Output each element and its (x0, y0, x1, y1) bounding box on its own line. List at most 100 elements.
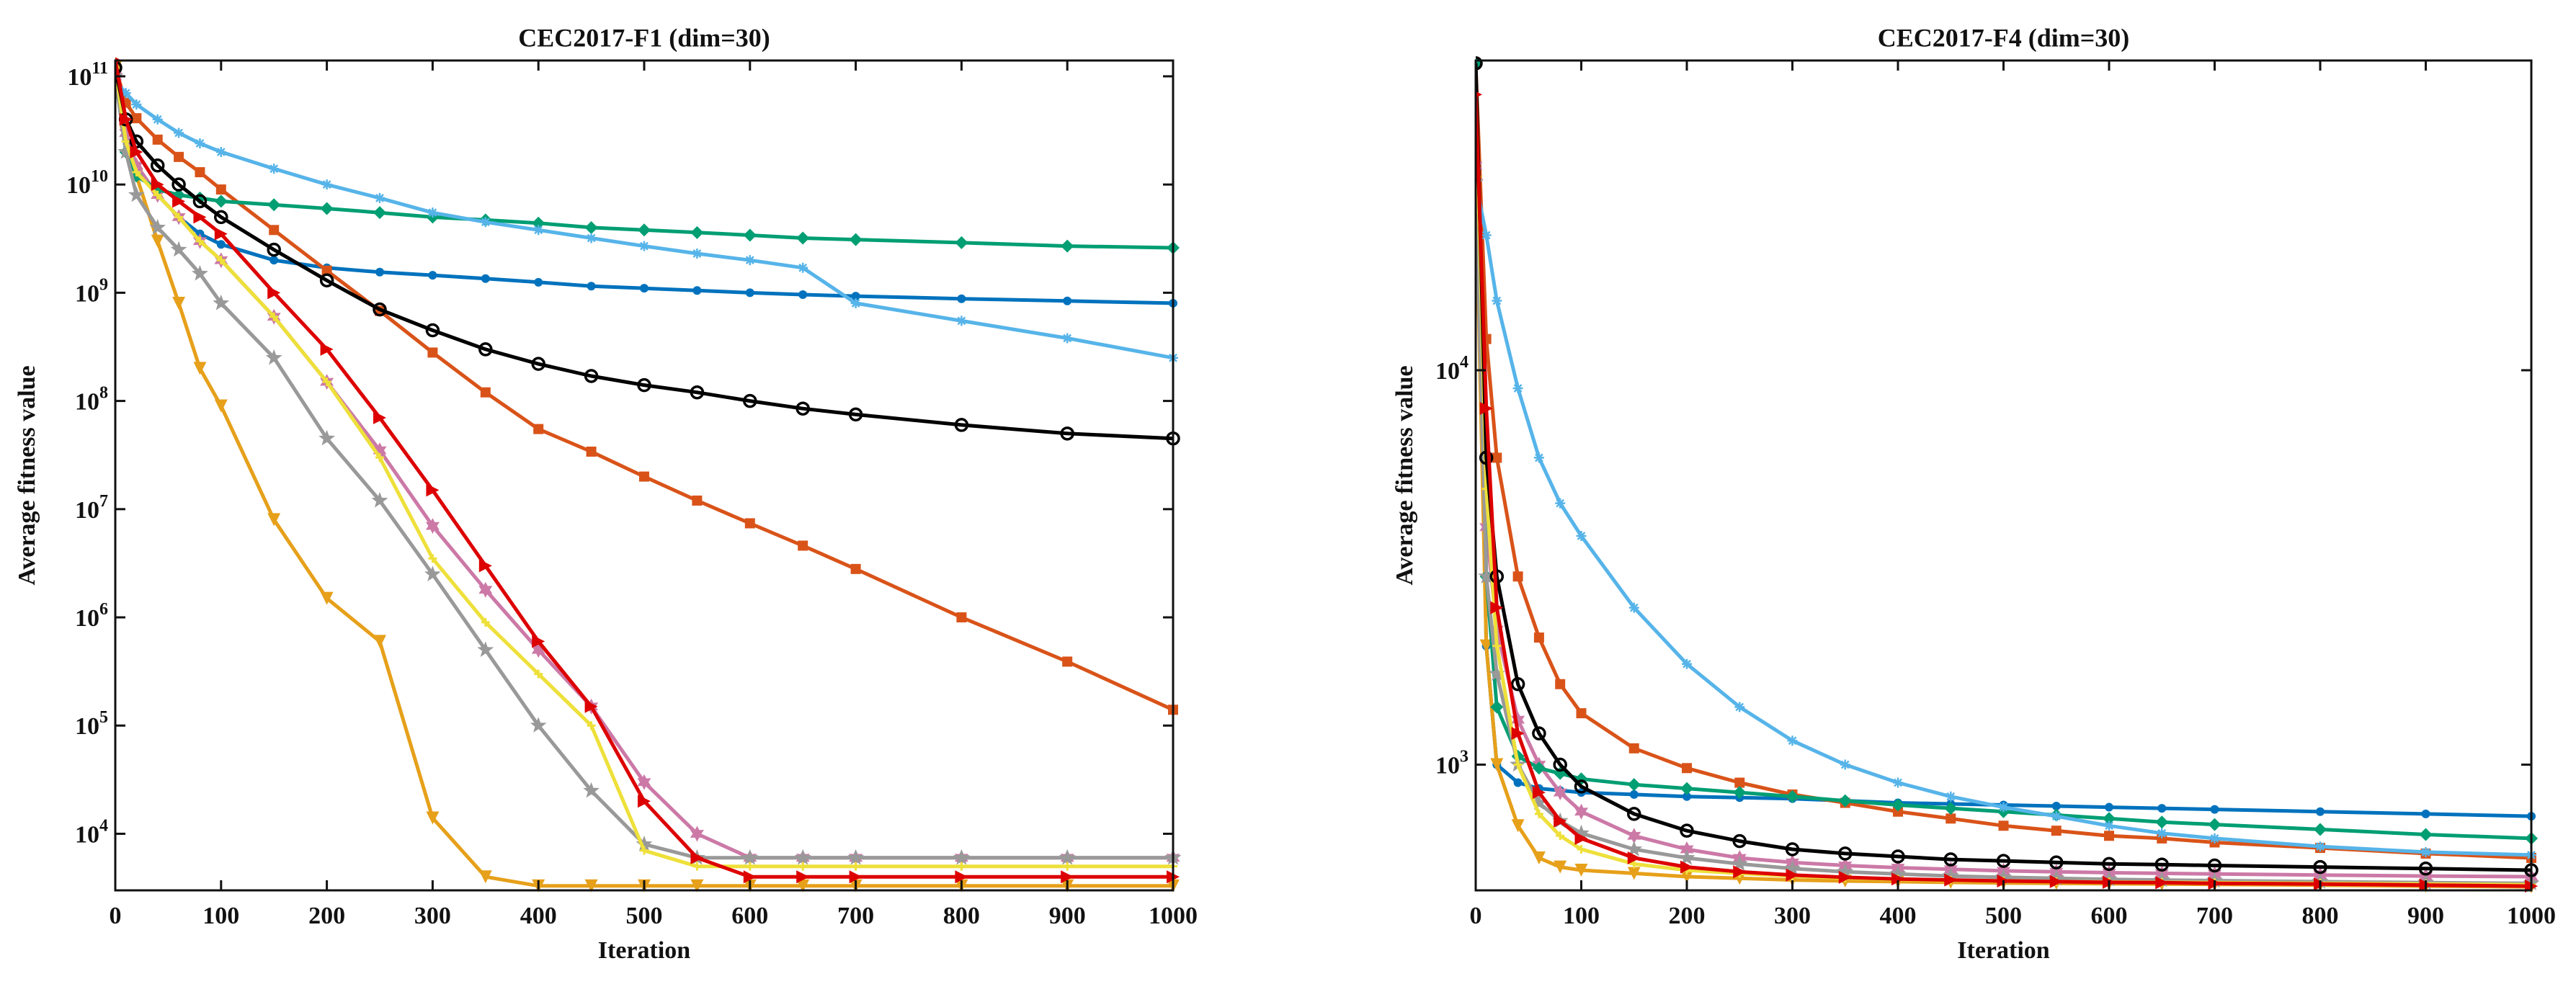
marker (851, 292, 860, 301)
marker (1476, 91, 1482, 98)
marker (170, 241, 187, 257)
marker (1946, 813, 1956, 824)
x-tick-label: 800 (2302, 903, 2339, 929)
marker (424, 565, 441, 581)
marker (638, 795, 651, 808)
marker (427, 347, 438, 358)
marker (848, 407, 863, 422)
marker (1682, 763, 1692, 774)
marker (1734, 702, 1745, 712)
marker (425, 518, 440, 535)
marker (1062, 656, 1073, 667)
marker (1534, 809, 1543, 818)
marker (478, 342, 493, 357)
marker (373, 206, 386, 220)
series-line (115, 67, 1175, 712)
marker (2314, 823, 2327, 836)
marker (1061, 239, 1074, 253)
marker (956, 316, 967, 326)
marker (2421, 809, 2430, 818)
marker (373, 635, 386, 648)
marker (849, 233, 863, 246)
marker (425, 323, 440, 338)
marker (637, 377, 651, 393)
marker (1574, 831, 1588, 845)
series-line (1476, 94, 2532, 888)
marker (1732, 833, 1747, 849)
marker (373, 302, 387, 317)
marker (1680, 823, 1694, 838)
marker (1530, 794, 1548, 810)
marker (2155, 815, 2169, 829)
marker (690, 879, 704, 893)
marker (2209, 833, 2220, 844)
y-tick-label: 107 (75, 491, 108, 523)
marker (192, 194, 208, 209)
marker (478, 581, 493, 598)
marker (586, 446, 597, 457)
marker (172, 194, 186, 208)
marker (320, 591, 334, 605)
marker (1944, 802, 1958, 815)
marker (850, 563, 861, 574)
y-tick-label: 106 (75, 600, 108, 632)
marker (214, 194, 228, 208)
marker (1488, 665, 1505, 681)
series-line (1476, 94, 2532, 887)
marker (1786, 790, 1799, 803)
marker (1787, 735, 1798, 746)
marker (2207, 858, 2222, 873)
marker (1512, 383, 1523, 394)
marker (744, 518, 755, 529)
series-line (115, 76, 1174, 250)
marker (1627, 807, 1641, 821)
marker (1838, 870, 1852, 884)
marker (640, 846, 649, 855)
marker (1627, 867, 1641, 880)
marker (584, 369, 599, 383)
marker (1838, 846, 1853, 861)
x-tick-label: 400 (520, 903, 557, 929)
chart: CEC2017-F1 (dim=30) Iteration Average fitn… (14, 23, 1198, 964)
marker (172, 296, 186, 310)
marker (375, 192, 385, 203)
marker (1492, 641, 1502, 650)
marker (2315, 841, 2325, 852)
marker (478, 870, 492, 884)
marker (587, 282, 596, 291)
series-line (115, 67, 1174, 305)
marker (741, 849, 759, 865)
x-tick-label: 100 (1563, 903, 1600, 929)
marker (1511, 712, 1525, 728)
marker (1492, 295, 1502, 306)
x-tick-label: 400 (1880, 903, 1917, 929)
marker (428, 271, 437, 280)
axes-box (1474, 59, 2533, 892)
marker (120, 88, 131, 99)
marker (1490, 601, 1504, 614)
y-tick-label: 103 (1435, 747, 1469, 779)
marker (584, 879, 598, 893)
x-tick-label: 1000 (2507, 903, 2556, 929)
marker (319, 273, 334, 288)
x-tick-label: 300 (414, 903, 451, 929)
marker (322, 377, 331, 387)
marker (265, 349, 282, 365)
marker (1478, 568, 1495, 583)
marker (2049, 875, 2063, 888)
marker (1893, 806, 1903, 817)
marker (2316, 807, 2325, 816)
marker (320, 342, 334, 356)
x-tick-label: 900 (1049, 903, 1086, 929)
marker (427, 207, 438, 218)
marker (195, 138, 205, 149)
series-line (115, 67, 1173, 869)
marker (1944, 873, 1958, 887)
series-line (115, 80, 1174, 360)
series-line (1476, 182, 2532, 857)
marker (1490, 758, 1504, 771)
marker (743, 870, 757, 884)
marker (1060, 426, 1074, 441)
marker (1628, 743, 1639, 753)
